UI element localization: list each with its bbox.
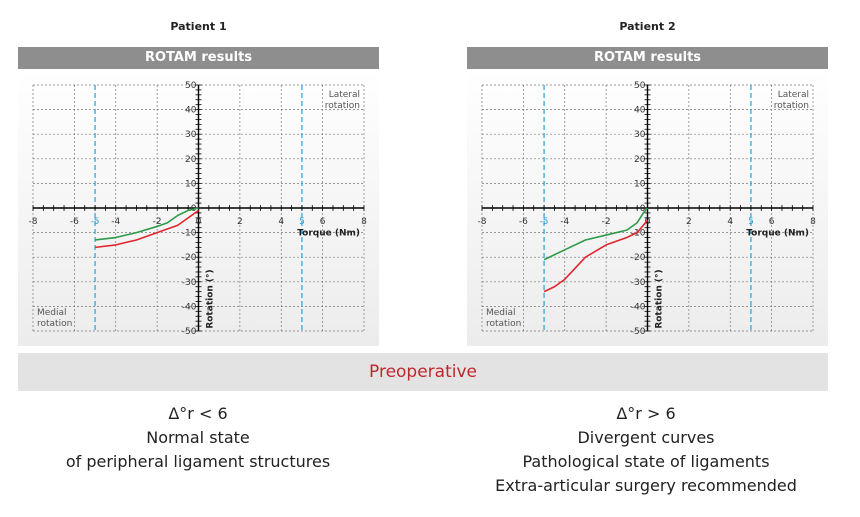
y-tick-label: 50 (634, 81, 646, 91)
x-tick-label: 8 (810, 217, 816, 227)
medial-rotation-label: rotation (37, 319, 72, 329)
x-tick-label: 0 (645, 217, 651, 227)
x-tick-label: -4 (111, 217, 120, 227)
threshold-label: -5 (540, 217, 549, 227)
y-tick-label: -40 (182, 302, 197, 312)
red-curve (543, 219, 649, 293)
y-tick-label: 40 (185, 106, 197, 116)
y-tick-label: 20 (185, 155, 197, 165)
x-axis-label: Torque (Nm) (746, 229, 809, 239)
y-tick-label: 0 (640, 204, 646, 214)
x-tick-label: -6 (519, 217, 528, 227)
delta-label: Δ°r < 6 (168, 404, 228, 423)
x-tick-label: 2 (686, 217, 692, 227)
lateral-rotation-label: rotation (774, 101, 809, 111)
medial-rotation-label: Medial (486, 308, 516, 318)
x-tick-label: -2 (602, 217, 611, 227)
lateral-rotation-label: Lateral (778, 90, 809, 100)
x-tick-label: 4 (278, 217, 284, 227)
x-tick-label: 4 (727, 217, 733, 227)
x-tick-label: -2 (153, 217, 162, 227)
patient-1-header: ROTAM results (18, 47, 379, 69)
desc-line: Extra-articular surgery recommended (495, 476, 797, 495)
desc-line: of peripheral ligament structures (65, 452, 331, 471)
y-tick-label: 30 (634, 130, 646, 140)
patient-1-chart: -5 5 -8 -6 -4 -2 2 4 6 8 0 50 40 30 20 10 0 -10 -20 -30 -40-… (18, 69, 379, 346)
y-tick-label: -50 (182, 327, 197, 337)
y-tick-label: -30 (631, 278, 646, 288)
x-tick-label: -8 (478, 217, 487, 227)
green-curve (543, 207, 649, 261)
medial-rotation-label: Medial (37, 308, 67, 318)
y-tick-label: 10 (634, 179, 646, 189)
patient-2-header: ROTAM results (467, 47, 828, 69)
patient-2-chart: -5 5 -8 -6 -4 -2 2 4 6 8 0 50 40 30 20 10 0 -10 -20 -30 -40 -… (467, 69, 828, 346)
y-tick-label: 40 (634, 106, 646, 116)
x-tick-label: 6 (769, 217, 775, 227)
y-tick-label: -40 (631, 302, 646, 312)
x-tick-label: 8 (361, 217, 367, 227)
x-tick-label: 2 (237, 217, 243, 227)
patient-2-description: Δ°r > 6 Divergent curves Pathological st… (436, 402, 856, 498)
delta-label: Δ°r > 6 (616, 404, 676, 423)
lateral-rotation-label: rotation (325, 101, 360, 111)
desc-line: Pathological state of ligaments (522, 452, 770, 471)
y-tick-label: -20 (631, 253, 646, 263)
y-axis-label: Rotation (°) (655, 269, 665, 328)
green-curve (94, 207, 199, 241)
y-tick-label: 20 (634, 155, 646, 165)
patient-1-title: Patient 1 (170, 20, 227, 33)
lateral-rotation-label: Lateral (329, 90, 360, 100)
x-tick-label: -6 (70, 217, 79, 227)
x-tick-label: -4 (560, 217, 569, 227)
y-tick-label: -30 (182, 278, 197, 288)
preoperative-banner: Preoperative (18, 353, 828, 391)
desc-line: Normal state (146, 428, 250, 447)
x-axis-label: Torque (Nm) (297, 229, 360, 239)
y-tick-label: 10 (185, 179, 197, 189)
y-tick-label: -20 (182, 253, 197, 263)
patient-2-title: Patient 2 (619, 20, 676, 33)
threshold-label: 5 (299, 217, 305, 227)
patient-1-description: Δ°r < 6 Normal state of peripheral ligam… (0, 402, 408, 474)
desc-line: Divergent curves (577, 428, 715, 447)
y-tick-label: -50 (631, 327, 646, 337)
y-axis-label: Rotation (°) (206, 269, 216, 328)
x-tick-label: 0 (196, 217, 202, 227)
x-tick-label: 6 (320, 217, 326, 227)
y-tick-label: -10 (631, 229, 646, 239)
red-curve (94, 209, 199, 249)
threshold-label: 5 (748, 217, 754, 227)
y-tick-label: -10 (182, 229, 197, 239)
medial-rotation-label: rotation (486, 319, 521, 329)
x-tick-label: -8 (29, 217, 38, 227)
threshold-label: -5 (91, 217, 100, 227)
y-tick-label: 50 (185, 81, 197, 91)
y-tick-label: 30 (185, 130, 197, 140)
